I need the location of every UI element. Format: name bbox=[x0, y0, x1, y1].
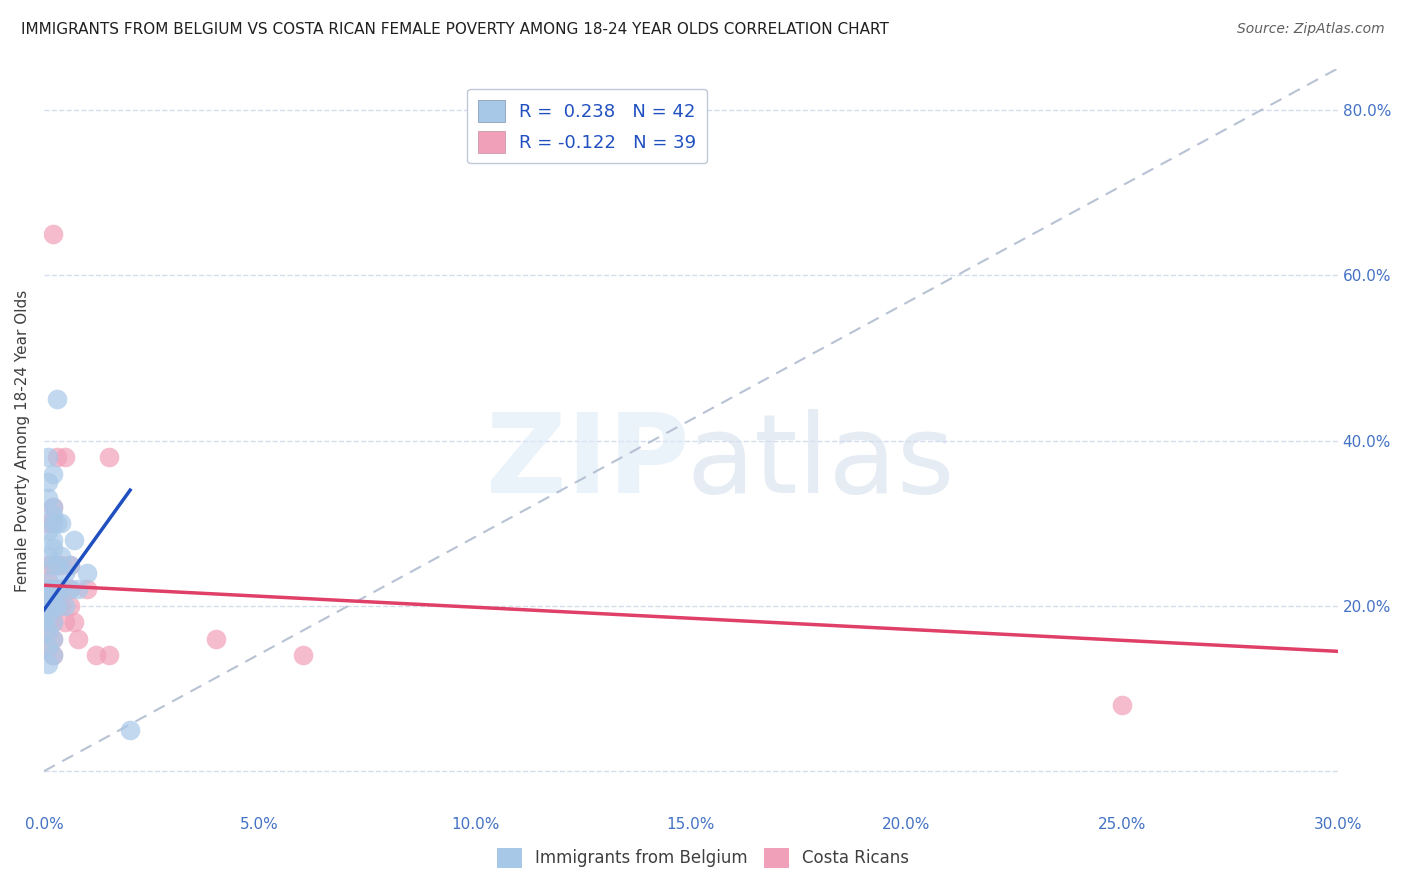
Point bbox=[45, 599, 67, 613]
Point bbox=[49, 599, 72, 613]
Point bbox=[37, 591, 59, 605]
Point bbox=[41, 599, 63, 613]
Point bbox=[76, 566, 98, 580]
Point bbox=[41, 558, 63, 572]
Point bbox=[37, 491, 59, 506]
Point bbox=[45, 558, 67, 572]
Point bbox=[41, 500, 63, 514]
Point bbox=[55, 599, 77, 613]
Point bbox=[59, 582, 82, 597]
Point bbox=[37, 450, 59, 464]
Point bbox=[37, 558, 59, 572]
Point bbox=[37, 582, 59, 597]
Point bbox=[41, 648, 63, 663]
Point bbox=[41, 541, 63, 555]
Point bbox=[41, 582, 63, 597]
Point bbox=[49, 558, 72, 572]
Point bbox=[37, 640, 59, 655]
Point bbox=[45, 582, 67, 597]
Point bbox=[32, 615, 55, 630]
Point bbox=[59, 558, 82, 572]
Point bbox=[76, 582, 98, 597]
Point bbox=[49, 516, 72, 531]
Point bbox=[49, 582, 72, 597]
Y-axis label: Female Poverty Among 18-24 Year Olds: Female Poverty Among 18-24 Year Olds bbox=[15, 289, 30, 591]
Point bbox=[37, 516, 59, 531]
Text: Source: ZipAtlas.com: Source: ZipAtlas.com bbox=[1237, 22, 1385, 37]
Point bbox=[97, 450, 120, 464]
Point bbox=[41, 615, 63, 630]
Point bbox=[49, 582, 72, 597]
Point bbox=[55, 615, 77, 630]
Point bbox=[120, 723, 142, 737]
Point bbox=[67, 582, 90, 597]
Point bbox=[41, 516, 63, 531]
Text: ZIP: ZIP bbox=[485, 409, 689, 516]
Text: atlas: atlas bbox=[686, 409, 955, 516]
Point bbox=[37, 574, 59, 588]
Point bbox=[55, 450, 77, 464]
Point bbox=[37, 624, 59, 638]
Point bbox=[59, 599, 82, 613]
Point bbox=[37, 657, 59, 671]
Point bbox=[32, 599, 55, 613]
Point bbox=[41, 632, 63, 646]
Point bbox=[41, 500, 63, 514]
Point bbox=[41, 508, 63, 522]
Point bbox=[37, 549, 59, 564]
Point bbox=[59, 558, 82, 572]
Point bbox=[41, 516, 63, 531]
Point bbox=[41, 558, 63, 572]
Point bbox=[37, 574, 59, 588]
Point bbox=[37, 607, 59, 621]
Legend: Immigrants from Belgium, Costa Ricans: Immigrants from Belgium, Costa Ricans bbox=[489, 841, 917, 875]
Point bbox=[37, 582, 59, 597]
Point bbox=[32, 599, 55, 613]
Point bbox=[37, 607, 59, 621]
Point bbox=[37, 624, 59, 638]
Point bbox=[41, 227, 63, 241]
Point bbox=[41, 648, 63, 663]
Point bbox=[45, 599, 67, 613]
Point bbox=[291, 648, 314, 663]
Point bbox=[1111, 698, 1133, 712]
Text: IMMIGRANTS FROM BELGIUM VS COSTA RICAN FEMALE POVERTY AMONG 18-24 YEAR OLDS CORR: IMMIGRANTS FROM BELGIUM VS COSTA RICAN F… bbox=[21, 22, 889, 37]
Point bbox=[41, 533, 63, 547]
Point bbox=[45, 558, 67, 572]
Point bbox=[49, 549, 72, 564]
Point bbox=[37, 524, 59, 539]
Point bbox=[67, 632, 90, 646]
Point bbox=[37, 640, 59, 655]
Point bbox=[37, 475, 59, 489]
Point bbox=[59, 582, 82, 597]
Point bbox=[41, 467, 63, 481]
Point bbox=[45, 392, 67, 407]
Point bbox=[41, 615, 63, 630]
Point bbox=[37, 591, 59, 605]
Point bbox=[32, 615, 55, 630]
Point bbox=[45, 450, 67, 464]
Point bbox=[205, 632, 228, 646]
Point bbox=[63, 615, 86, 630]
Point bbox=[55, 566, 77, 580]
Point bbox=[63, 533, 86, 547]
Point bbox=[45, 516, 67, 531]
Point bbox=[41, 632, 63, 646]
Point bbox=[41, 582, 63, 597]
Point bbox=[97, 648, 120, 663]
Legend: R =  0.238   N = 42, R = -0.122   N = 39: R = 0.238 N = 42, R = -0.122 N = 39 bbox=[467, 88, 707, 163]
Point bbox=[84, 648, 107, 663]
Point bbox=[45, 582, 67, 597]
